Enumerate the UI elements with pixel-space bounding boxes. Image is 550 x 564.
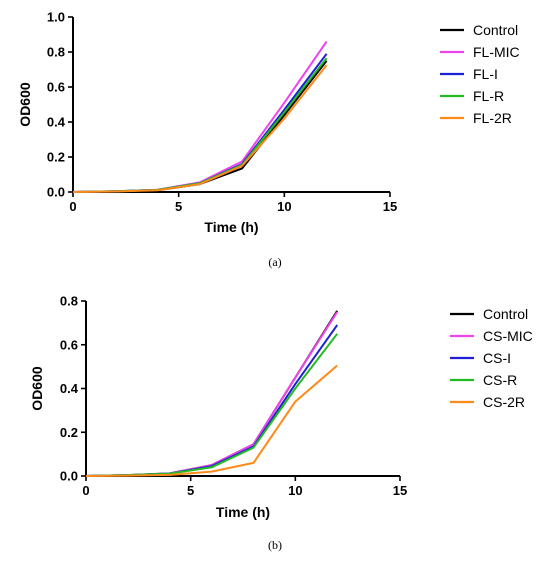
chart1-legend-label: CS-MIC [483,328,533,344]
chart1-legend-label: CS-I [483,350,511,366]
chart0-panel-label: (a) [268,255,281,269]
chart0-y-tick-label: 0.8 [47,45,65,60]
chart0-series-fl-i [72,53,328,193]
chart0-group: 0 5 10 15 0.0 0.2 0.4 0.6 0.8 1.0 Time (h) OD600 Con… [17,10,520,270]
chart0-legend-label: FL-2R [473,110,512,126]
chart1-x-tick-label: 15 [393,483,407,498]
chart1-x-tick-label: 0 [82,483,89,498]
chart0-y-tick-label: 0.2 [47,150,65,165]
chart0-x-tick-label: 5 [175,199,182,214]
chart1-panel-label: (b) [268,538,282,552]
chart1-legend-label: CS-2R [483,394,525,410]
chart0-series-fl-2r [72,64,328,193]
chart0-y-tick-label: 0.0 [47,185,65,200]
chart0-x-tick-label: 10 [277,199,291,214]
chart0-series-fl-r [72,57,328,193]
chart0-legend-label: FL-R [473,88,504,104]
chart1-y-axis-title: OD600 [29,366,45,411]
chart0-y-tick-label: 1.0 [47,10,65,25]
chart0-series-fl-mic [72,40,328,193]
chart1-x-tick-label: 5 [187,483,194,498]
chart1-series-control [85,310,339,477]
chart1-legend-label: CS-R [483,372,517,388]
chart1-y-tick-label: 0.4 [60,381,79,396]
chart1-x-axis-title: Time (h) [216,504,270,520]
chart0-legend-label: FL-I [473,66,498,82]
chart0-y-tick-label: 0.4 [47,115,66,130]
chart0-legend-label: Control [473,22,518,38]
chart1-y-tick-label: 0.2 [60,425,78,440]
chart1-x-tick-label: 10 [288,483,302,498]
chart0-legend-label: FL-MIC [473,44,520,60]
chart1-group: 0 5 10 15 0.0 0.2 0.4 0.6 0.8 Time (h) OD600 Contro… [29,294,533,553]
chart0-y-axis-title: OD600 [17,82,33,127]
chart1-series-cs-mic [85,311,339,477]
chart1-y-tick-label: 0.8 [60,294,78,309]
chart0-x-tick-label: 15 [383,199,397,214]
chart1-y-tick-label: 0.0 [60,469,78,484]
chart0-y-tick-label: 0.6 [47,80,65,95]
chart1-series-cs-r [85,333,338,477]
chart0-series-control [72,60,328,193]
chart1-legend-label: Control [483,306,528,322]
chart1-series-cs-2r [85,364,338,477]
chart1-series-cs-i [85,324,339,477]
chart1-y-tick-label: 0.6 [60,337,78,352]
chart0-x-tick-label: 0 [69,199,76,214]
chart0-x-axis-title: Time (h) [204,219,258,235]
